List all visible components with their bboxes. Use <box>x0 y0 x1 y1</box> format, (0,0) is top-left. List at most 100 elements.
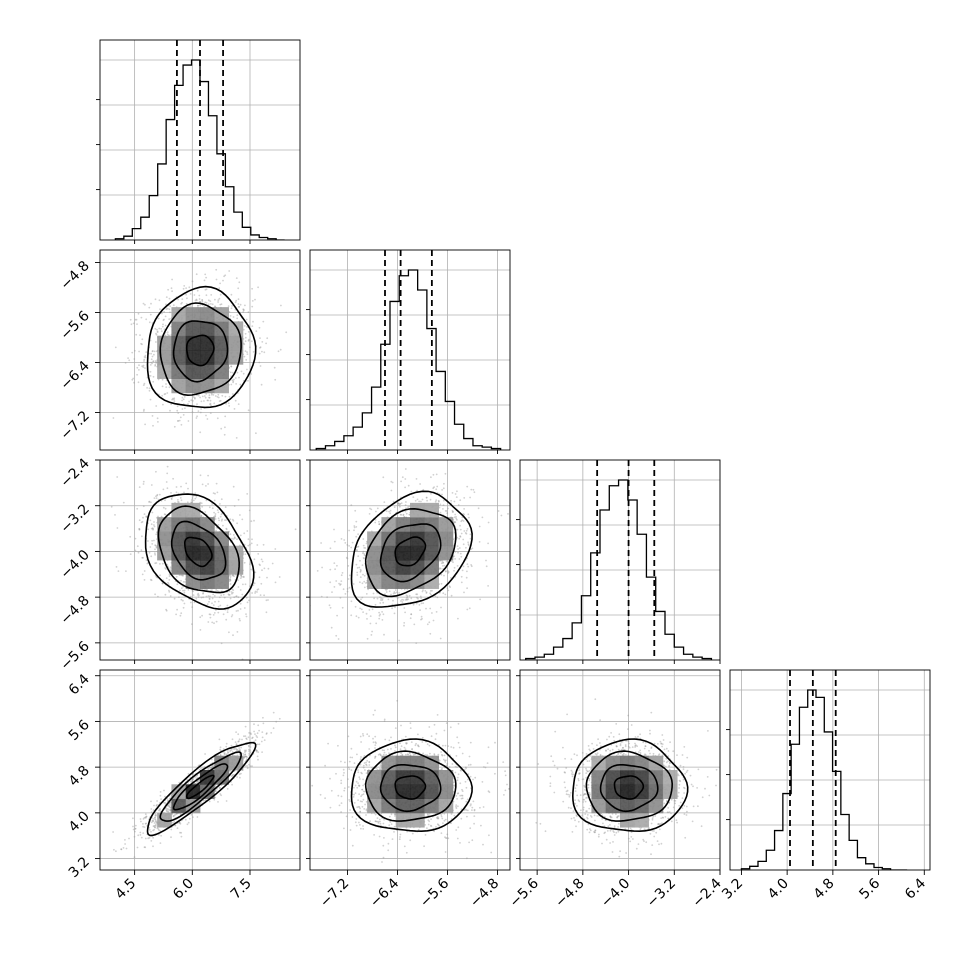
scatter-point <box>235 595 238 598</box>
scatter-point <box>392 599 394 602</box>
scatter-point <box>154 544 157 547</box>
scatter-point <box>165 303 167 306</box>
scatter-point <box>179 416 182 419</box>
scatter-point <box>216 509 219 511</box>
scatter-point <box>259 564 261 567</box>
scatter-point <box>168 318 171 320</box>
scatter-point <box>462 543 465 546</box>
scatter-point <box>404 478 407 480</box>
scatter-point <box>214 298 216 301</box>
scatter-point <box>149 370 152 373</box>
scatter-point <box>209 613 212 616</box>
scatter-point <box>229 597 232 600</box>
scatter-point <box>401 476 404 479</box>
scatter-point <box>232 538 235 540</box>
scatter-point <box>359 581 361 584</box>
contour-0-2-2 <box>157 505 241 594</box>
scatter-point <box>196 415 199 418</box>
scatter-point <box>155 361 158 363</box>
scatter-point <box>203 279 206 282</box>
scatter-point <box>236 371 239 374</box>
scatter-point <box>201 505 204 508</box>
scatter-point <box>205 294 208 297</box>
scatter-point <box>225 742 228 745</box>
scatter-point <box>157 317 160 320</box>
scatter-point <box>440 606 442 609</box>
scatter-point <box>455 516 457 518</box>
scatter-point <box>385 589 387 591</box>
scatter-point <box>144 303 146 306</box>
scatter-point <box>446 587 449 590</box>
scatter-point <box>420 618 422 621</box>
scatter-point <box>204 511 207 513</box>
scatter-point <box>230 365 233 368</box>
scatter-point <box>467 565 470 568</box>
scatter-point <box>447 572 449 574</box>
scatter-point <box>451 560 453 562</box>
scatter-point <box>243 325 246 327</box>
scatter-point <box>429 592 431 595</box>
scatter-point <box>225 618 228 621</box>
scatter-point <box>241 576 243 578</box>
scatter-point <box>232 534 235 536</box>
scatter-point <box>453 521 456 524</box>
scatter-point <box>265 611 268 614</box>
scatter-point <box>138 528 141 531</box>
scatter-point <box>181 574 184 577</box>
scatter-point <box>155 497 158 499</box>
scatter-point <box>250 520 253 523</box>
scatter-point <box>157 515 159 518</box>
scatter-point <box>431 589 433 592</box>
scatter-point <box>115 850 117 853</box>
scatter-point <box>379 613 382 616</box>
scatter-point <box>143 360 145 362</box>
scatter-point <box>369 622 372 625</box>
scatter-point <box>457 504 460 506</box>
scatter-point <box>232 485 235 488</box>
scatter-point <box>400 502 403 504</box>
scatter-point <box>142 483 145 485</box>
scatter-point <box>346 557 349 560</box>
scatter-point <box>181 301 183 304</box>
density-cell <box>200 307 215 322</box>
scatter-point <box>181 298 184 300</box>
panel-frame-2-2 <box>519 459 721 661</box>
scatter-point <box>232 519 235 522</box>
scatter-point <box>359 607 361 610</box>
scatter-point <box>117 570 120 572</box>
scatter-point <box>234 377 237 379</box>
scatter-point <box>329 547 332 550</box>
scatter-point <box>339 583 342 586</box>
scatter-point <box>231 614 234 616</box>
scatter-point <box>220 594 223 597</box>
scatter-point <box>333 528 335 531</box>
scatter-point <box>201 395 204 398</box>
scatter-point <box>135 333 138 336</box>
panel-frame-3-3 <box>729 669 931 871</box>
scatter-point <box>199 431 202 434</box>
scatter-point <box>217 524 220 526</box>
scatter-point <box>356 546 359 548</box>
scatter-point <box>145 559 148 562</box>
scatter-point <box>219 303 222 306</box>
scatter-point <box>236 631 239 633</box>
scatter-point <box>472 488 475 491</box>
scatter-point <box>143 570 146 572</box>
scatter-point <box>246 530 249 532</box>
scatter-point <box>150 527 153 530</box>
scatter-point <box>215 278 218 281</box>
scatter-point <box>453 566 456 569</box>
scatter-point <box>465 529 468 532</box>
scatter-point <box>394 592 396 594</box>
scatter-point <box>203 400 205 402</box>
scatter-point <box>391 603 394 606</box>
scatter-point <box>226 611 229 614</box>
scatter-point <box>163 393 166 396</box>
scatter-point <box>406 598 409 601</box>
scatter-point <box>458 537 461 540</box>
scatter-point <box>261 341 264 343</box>
scatter-point <box>224 426 226 429</box>
scatter-point <box>413 623 416 626</box>
scatter-point <box>396 597 399 600</box>
histogram-step-2 <box>525 479 713 660</box>
